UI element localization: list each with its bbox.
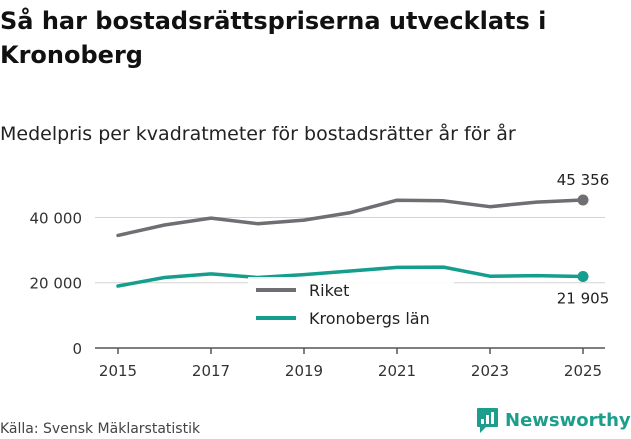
x-tick-label: 2023 [471,362,509,380]
legend-background [248,277,454,333]
end-value-label: 21 905 [557,290,610,308]
series-endpoint [577,271,589,283]
series-line-riket [116,198,585,238]
series-endpoint [577,194,589,206]
legend-label: Riket [309,281,349,300]
brand-logo: Newsworthy [476,407,631,434]
legend-label: Kronobergs län [309,309,430,328]
brand-name: Newsworthy [505,410,631,431]
series-line-kronoberg [116,265,585,288]
x-tick-label: 2025 [564,362,602,380]
x-tick-label: 2015 [99,362,137,380]
x-tick-label: 2021 [378,362,416,380]
x-tick-label: 2017 [192,362,230,380]
x-tick-label: 2019 [285,362,323,380]
newsworthy-icon [477,408,498,433]
chart-title: Så har bostadsrättspriserna utvecklats i… [0,7,547,69]
y-tick-label: 40 000 [30,209,83,227]
end-value-label: 45 356 [557,171,610,189]
y-tick-label: 0 [72,340,82,358]
chart-subtitle: Medelpris per kvadratmeter för bostadsrä… [0,123,516,145]
source-note: Källa: Svensk Mäklarstatistik [0,421,201,437]
y-tick-label: 20 000 [30,275,83,293]
